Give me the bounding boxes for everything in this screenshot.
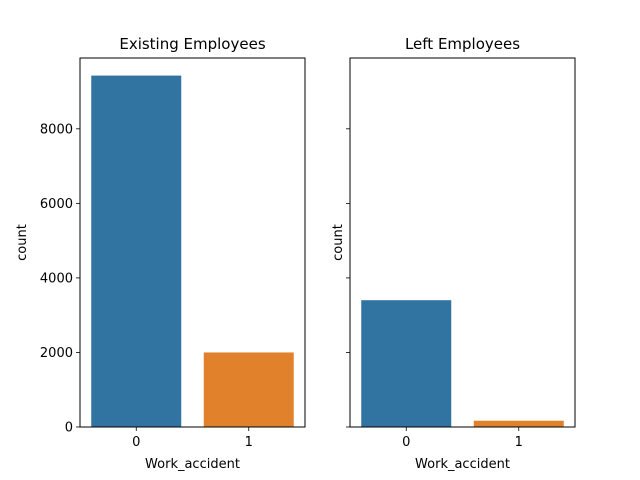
bar-1 [203, 352, 294, 427]
y-tick-label-0: 0 [65, 421, 73, 436]
y-tick-label-6000: 6000 [40, 197, 73, 212]
x-tick-label-0: 0 [402, 435, 410, 450]
y-tick-label-4000: 4000 [40, 271, 73, 286]
y-axis-label: count [15, 224, 30, 261]
x-axis-label: Work_accident [415, 457, 510, 472]
bar-0 [361, 300, 452, 427]
axes-frame [349, 57, 576, 428]
x-tick-label-0: 0 [132, 435, 140, 450]
axes-frame [79, 57, 306, 428]
subplot-title: Existing Employees [119, 35, 265, 53]
x-axis-label: Work_accident [145, 457, 240, 472]
bar-1 [473, 420, 564, 427]
subplot-1: 0 1 0 2000 4000 6000 8000 Existing Employees Wor… [15, 35, 306, 472]
x-tick-label-1: 1 [515, 435, 523, 450]
y-tick-label-2000: 2000 [40, 346, 73, 361]
subplot-2: 0 1 Left Employees Work_accident count [331, 35, 576, 472]
x-tick-label-1: 1 [245, 435, 253, 450]
y-axis-label: count [331, 224, 346, 261]
subplot-title: Left Employees [405, 35, 520, 53]
bar-0 [91, 75, 182, 427]
y-tick-label-8000: 8000 [40, 122, 73, 137]
subplots: 0 1 0 2000 4000 6000 8000 Existing Employees Wor… [15, 35, 576, 472]
